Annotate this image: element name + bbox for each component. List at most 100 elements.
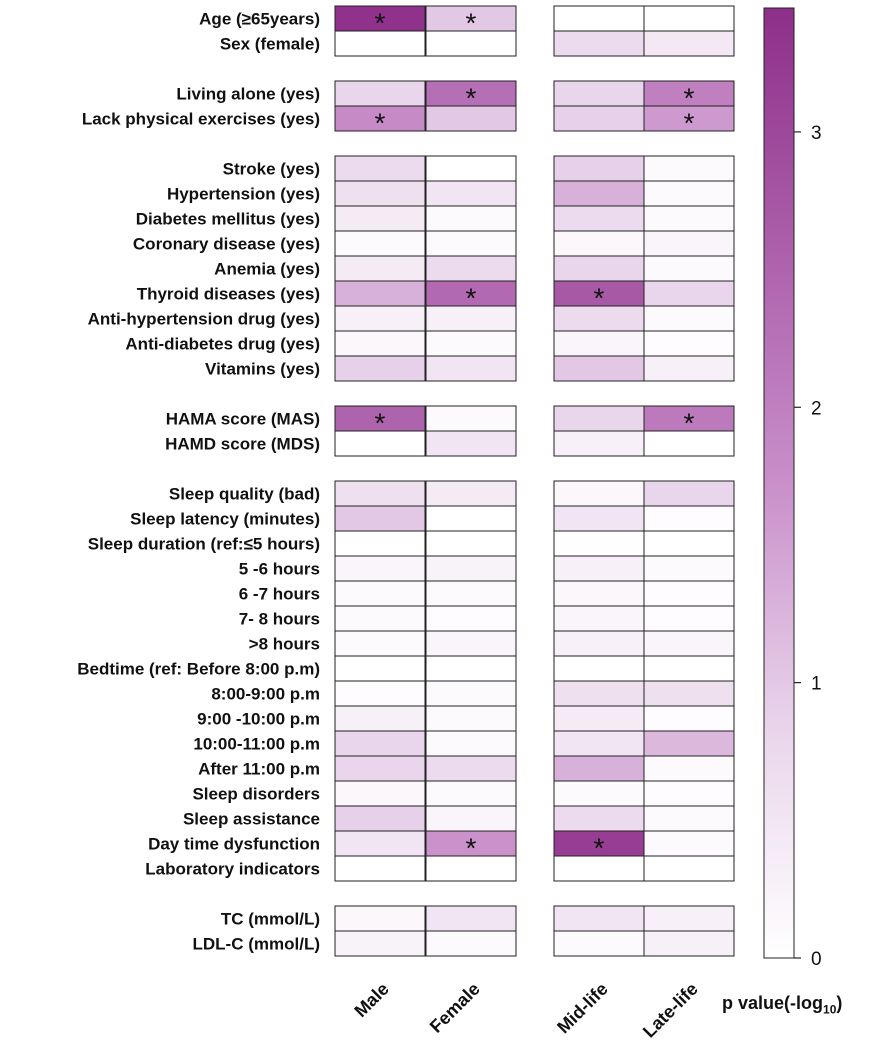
heatmap-cell (553, 930, 645, 957)
heatmap-cell (643, 230, 735, 257)
heatmap-cell (425, 30, 517, 57)
heatmap-cell (643, 605, 735, 632)
heatmap-cell (425, 405, 517, 432)
heatmap-cell (643, 105, 735, 132)
column-labels: Male Female Mid-life Late-life (350, 979, 701, 1042)
heatmap-cell (334, 855, 426, 882)
heatmap-cell (425, 730, 517, 757)
heatmap-cell (425, 805, 517, 832)
heatmap-cell (553, 505, 645, 532)
column-label: Female (426, 979, 484, 1037)
heatmap-cell (643, 855, 735, 882)
heatmap-cell (425, 555, 517, 582)
heatmap-cell (553, 430, 645, 457)
heatmap-cell (553, 480, 645, 507)
heatmap-cell (643, 680, 735, 707)
heatmap-cell (643, 280, 735, 307)
row-label: Stroke (yes) (223, 160, 320, 179)
heatmap-cell (643, 405, 735, 432)
heatmap-cell (334, 705, 426, 732)
heatmap-cell (553, 855, 645, 882)
heatmap-cell (553, 730, 645, 757)
column-label: Male (350, 979, 392, 1021)
heatmap-cell (553, 605, 645, 632)
heatmap-cell (334, 730, 426, 757)
heatmap-cell (643, 480, 735, 507)
row-label: Thyroid diseases (yes) (137, 285, 320, 304)
row-label: Sleep latency (minutes) (130, 510, 320, 529)
heatmap-cell (334, 830, 426, 857)
heatmap-cell (425, 705, 517, 732)
heatmap-cell (334, 780, 426, 807)
heatmap-cell (334, 5, 426, 32)
heatmap-cell (425, 355, 517, 382)
significance-marker: * (375, 108, 386, 139)
heatmap-cell (553, 530, 645, 557)
heatmap-cell (643, 5, 735, 32)
row-label: TC (mmol/L) (221, 910, 320, 929)
heatmap-cell (553, 280, 645, 307)
heatmap-cell (553, 580, 645, 607)
significance-marker: * (684, 408, 695, 439)
row-label: Sleep duration (ref:≤5 hours) (88, 535, 320, 554)
heatmap-cell (425, 780, 517, 807)
heatmap-cell (334, 255, 426, 282)
heatmap-cell (553, 655, 645, 682)
colorbar-tick-label: 3 (811, 123, 822, 144)
heatmap-cell (553, 805, 645, 832)
heatmap-cell (553, 705, 645, 732)
heatmap-cell (334, 755, 426, 782)
heatmap-cell (643, 205, 735, 232)
heatmap-cell (553, 780, 645, 807)
significance-marker: * (684, 83, 695, 114)
column-label: Mid-life (553, 979, 612, 1038)
heatmap-cell (553, 230, 645, 257)
colorbar: 0 1 2 3 (763, 7, 822, 970)
heatmap-cell (334, 330, 426, 357)
heatmap-cell (334, 630, 426, 657)
significance-marker: * (466, 8, 477, 39)
heatmap-cell (425, 5, 517, 32)
heatmap-cell (425, 430, 517, 457)
row-label: Laboratory indicators (145, 860, 320, 879)
row-label: Age (≥65years) (199, 10, 320, 29)
heatmap-cell (643, 705, 735, 732)
heatmap-cell (553, 755, 645, 782)
colorbar-tick-label: 1 (811, 674, 822, 695)
row-label: After 11:00 p.m (198, 760, 320, 779)
heatmap-cell (425, 580, 517, 607)
heatmap-cell (425, 830, 517, 857)
heatmap-cell (643, 930, 735, 957)
heatmap-cell (553, 330, 645, 357)
heatmap-cell (425, 305, 517, 332)
heatmap-cells: * ** ** ** ** ** * (334, 5, 735, 957)
heatmap-cell (334, 105, 426, 132)
heatmap-cell (334, 430, 426, 457)
heatmap-cell (425, 655, 517, 682)
heatmap-cell (643, 655, 735, 682)
heatmap-cell (425, 630, 517, 657)
row-label: LDL-C (mmol/L) (193, 935, 320, 954)
heatmap-cell (643, 255, 735, 282)
heatmap-cell (334, 930, 426, 957)
heatmap-cell (425, 180, 517, 207)
heatmap-cell (334, 230, 426, 257)
significance-marker: * (684, 108, 695, 139)
heatmap-cell (643, 355, 735, 382)
heatmap-cell (643, 755, 735, 782)
heatmap-cell (425, 855, 517, 882)
heatmap-cell (425, 205, 517, 232)
row-label: HAMA score (MAS) (166, 410, 320, 429)
heatmap-cell (553, 405, 645, 432)
colorbar-title-end: ) (836, 993, 843, 1013)
row-label: Sleep disorders (192, 785, 320, 804)
heatmap-cell (553, 180, 645, 207)
heatmap-cell (425, 230, 517, 257)
row-label: 8:00-9:00 p.m (211, 685, 320, 704)
heatmap-cell (553, 355, 645, 382)
heatmap-cell (643, 555, 735, 582)
heatmap-cell (643, 730, 735, 757)
heatmap-cell (425, 605, 517, 632)
heatmap-cell (643, 580, 735, 607)
